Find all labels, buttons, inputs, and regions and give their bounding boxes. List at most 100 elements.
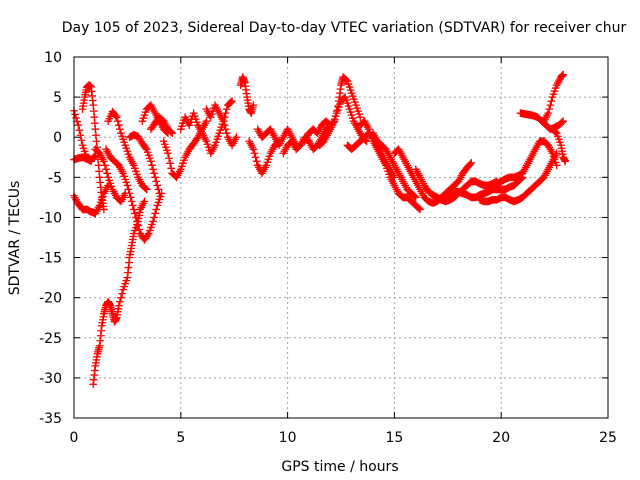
data-point-marker <box>556 138 564 147</box>
data-point-marker <box>342 76 351 84</box>
data-point-marker <box>150 169 158 178</box>
data-point-marker <box>119 285 127 294</box>
data-point-marker <box>129 161 138 170</box>
data-point-marker <box>251 153 260 162</box>
y-tick-label: -30 <box>39 371 62 387</box>
data-point-marker <box>166 159 174 168</box>
data-point-marker <box>142 185 151 194</box>
data-point-marker <box>167 128 176 137</box>
data-point-marker <box>118 289 126 298</box>
data-point-marker <box>265 152 274 161</box>
data-point-marker <box>138 117 147 126</box>
data-point-marker <box>120 282 129 291</box>
data-point-marker <box>555 135 563 144</box>
data-point-marker <box>553 132 562 141</box>
data-point-marker <box>134 221 142 230</box>
data-point-marker <box>355 110 364 119</box>
data-point-marker <box>548 149 557 158</box>
x-tick-label: 20 <box>492 430 510 446</box>
axis-ticks <box>73 56 609 419</box>
data-point-marker <box>101 161 109 170</box>
data-point-marker <box>551 128 560 137</box>
data-point-marker <box>410 192 419 201</box>
data-point-marker <box>364 125 373 134</box>
data-point-marker <box>211 141 219 150</box>
x-tick-label: 15 <box>385 430 403 446</box>
y-axis-label: SDTVAR / TECUs <box>7 181 23 296</box>
y-tick-label: -25 <box>39 331 62 347</box>
data-point-marker <box>343 77 352 85</box>
data-point-marker <box>131 164 139 173</box>
data-point-marker <box>249 101 258 109</box>
data-point-marker <box>144 151 153 160</box>
data-point-marker <box>383 164 391 173</box>
data-point-marker <box>95 167 103 176</box>
data-point-marker <box>559 70 567 79</box>
data-point-marker <box>356 113 365 122</box>
data-point-marker <box>122 178 131 187</box>
y-tick-labels: 10 5 0 -5 -10 -15 -20 -25 -30 -35 <box>39 50 62 427</box>
data-point-marker <box>147 223 155 232</box>
data-point-marker <box>142 145 151 154</box>
y-tick-label: 0 <box>53 130 62 146</box>
data-point-marker <box>411 193 420 202</box>
data-point-marker <box>222 105 231 113</box>
data-point-marker <box>90 113 99 122</box>
data-point-marker <box>122 144 131 153</box>
data-point-marker <box>120 172 129 181</box>
data-point-marker <box>559 117 567 126</box>
data-point-marker <box>159 137 168 146</box>
data-point-marker <box>145 154 154 163</box>
data-point-marker <box>123 147 132 156</box>
data-point-marker <box>115 301 123 310</box>
x-tick-labels: 0 5 10 15 20 25 <box>70 430 617 446</box>
data-point-marker <box>165 154 173 163</box>
data-point-marker <box>135 225 143 234</box>
data-point-marker <box>141 184 150 193</box>
data-point-marker <box>167 164 176 173</box>
data-point-marker <box>232 133 241 142</box>
data-point-marker <box>178 162 186 171</box>
data-point-marker <box>561 157 570 166</box>
data-point-marker <box>100 157 108 166</box>
data-point-marker <box>126 193 135 202</box>
y-tick-label: -20 <box>39 291 62 307</box>
data-point-marker <box>121 279 130 288</box>
data-point-marker <box>343 99 352 107</box>
data-point-marker <box>152 205 161 214</box>
data-point-marker <box>546 101 555 109</box>
data-point-marker <box>346 86 355 94</box>
data-point-marker <box>342 96 351 104</box>
y-tick-label: -5 <box>48 170 62 186</box>
data-point-marker <box>160 140 169 149</box>
data-point-marker <box>384 167 392 176</box>
data-point-marker <box>92 131 100 140</box>
data-point-marker <box>125 189 134 198</box>
data-point-marker <box>129 229 138 238</box>
data-point-marker <box>123 181 132 190</box>
data-point-marker <box>117 129 125 138</box>
data-point-marker <box>263 158 272 167</box>
data-point-marker <box>127 197 136 206</box>
data-point-marker <box>219 117 228 126</box>
data-point-marker <box>153 201 162 210</box>
data-point-marker <box>143 148 152 157</box>
data-point-marker <box>180 156 188 165</box>
data-point-marker <box>222 129 231 138</box>
data-point-marker <box>344 102 353 110</box>
data-point-marker <box>140 111 149 120</box>
data-point-marker <box>79 144 88 153</box>
data-point-marker <box>250 149 259 158</box>
data-point-marker <box>467 159 476 167</box>
data-point-marker <box>544 109 553 118</box>
y-tick-label: 5 <box>53 90 62 106</box>
data-point-marker <box>551 158 560 167</box>
data-point-marker <box>331 112 340 121</box>
data-point-marker <box>144 229 153 238</box>
data-point-marker <box>330 115 339 124</box>
y-tick-label: -15 <box>39 251 62 267</box>
data-point-marker <box>206 113 215 122</box>
data-point-marker <box>78 141 87 150</box>
data-point-marker <box>92 137 101 146</box>
